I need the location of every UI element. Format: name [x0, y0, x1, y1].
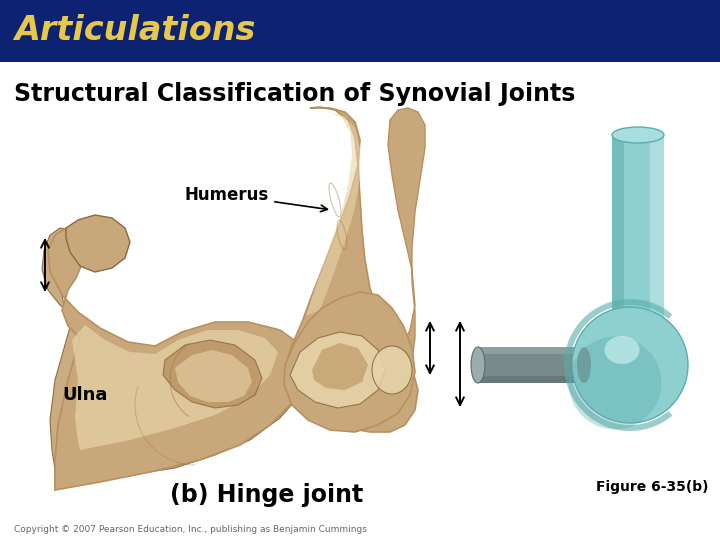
Polygon shape [163, 340, 262, 408]
Ellipse shape [471, 347, 485, 383]
Polygon shape [612, 135, 624, 345]
Bar [0, 0, 720, 62]
Bar [478, 376, 584, 383]
Polygon shape [72, 325, 278, 450]
Polygon shape [650, 135, 664, 345]
Ellipse shape [612, 127, 664, 143]
Text: Figure 6-35(b): Figure 6-35(b) [595, 480, 708, 494]
Polygon shape [312, 343, 368, 390]
Polygon shape [306, 112, 360, 316]
Bar [478, 347, 584, 383]
Polygon shape [48, 228, 310, 490]
Circle shape [572, 307, 688, 423]
Text: Ulna: Ulna [62, 386, 107, 404]
Text: Copyright © 2007 Pearson Education, Inc., publishing as Benjamin Cummings: Copyright © 2007 Pearson Education, Inc.… [14, 525, 367, 535]
Polygon shape [42, 228, 310, 490]
Polygon shape [290, 332, 385, 408]
Ellipse shape [372, 346, 412, 394]
Text: Structural Classification of Synovial Joints: Structural Classification of Synovial Jo… [14, 82, 575, 106]
Polygon shape [564, 299, 672, 431]
Ellipse shape [605, 336, 639, 364]
Polygon shape [66, 215, 130, 272]
Polygon shape [284, 292, 415, 432]
Ellipse shape [577, 347, 591, 383]
Text: (b) Hinge joint: (b) Hinge joint [170, 483, 363, 507]
Polygon shape [285, 107, 418, 432]
Polygon shape [388, 108, 425, 360]
Bar [478, 347, 584, 354]
Polygon shape [175, 350, 252, 402]
Text: Articulations: Articulations [14, 15, 256, 48]
Bar [612, 135, 664, 345]
Ellipse shape [569, 336, 662, 429]
Text: Humerus: Humerus [185, 186, 328, 212]
